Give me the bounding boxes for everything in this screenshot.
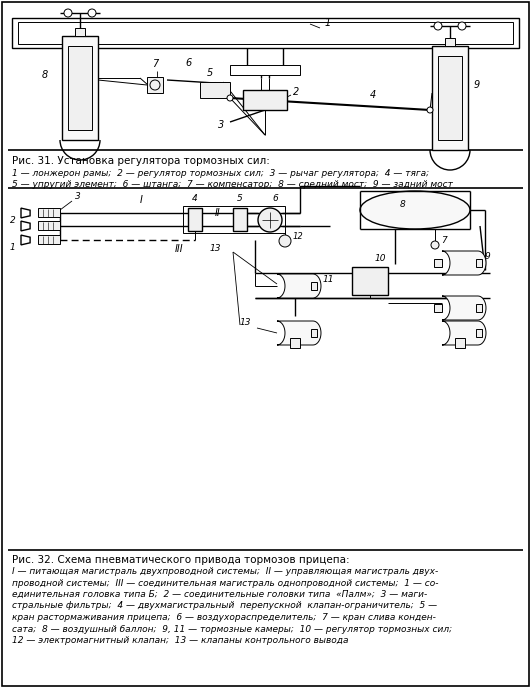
Text: 6: 6 (185, 58, 191, 68)
Bar (445, 38, 455, 46)
Text: 13: 13 (240, 318, 252, 327)
Bar (434, 304, 442, 312)
Bar (438, 56, 462, 140)
Text: 1: 1 (10, 243, 16, 252)
Bar (188, 208, 202, 231)
Text: 3: 3 (75, 192, 81, 201)
Text: 1 — лонжерон рамы;  2 — регулятор тормозных сил;  3 — рычаг регулятора;  4 — тяг: 1 — лонжерон рамы; 2 — регулятор тормозн… (12, 169, 429, 178)
Text: стральные фильтры;  4 — двухмагистральный  перепускной  клапан-ограничитель;  5 : стральные фильтры; 4 — двухмагистральный… (12, 601, 437, 610)
Bar (430, 150, 470, 170)
Bar (243, 90, 287, 110)
Circle shape (227, 95, 233, 101)
Text: III: III (175, 244, 184, 254)
Polygon shape (277, 274, 321, 298)
Bar (230, 65, 300, 75)
Bar (476, 304, 482, 312)
Circle shape (64, 9, 72, 17)
Text: 5: 5 (237, 194, 243, 203)
Text: 1: 1 (325, 18, 331, 28)
Polygon shape (442, 251, 486, 275)
Polygon shape (442, 296, 486, 320)
Circle shape (431, 241, 439, 249)
Bar (68, 46, 92, 130)
Text: II: II (215, 208, 221, 218)
Text: проводной системы;  III — соединительная магистраль однопроводной системы;  1 — : проводной системы; III — соединительная … (12, 579, 439, 588)
Bar (455, 338, 465, 348)
Bar (290, 338, 300, 348)
Polygon shape (21, 235, 30, 245)
Circle shape (279, 235, 291, 247)
Circle shape (150, 80, 160, 90)
Text: 9: 9 (485, 252, 491, 261)
Bar (476, 329, 482, 337)
Bar (62, 36, 98, 140)
Circle shape (458, 22, 466, 30)
Text: Рис. 31. Установка регулятора тормозных сил:: Рис. 31. Установка регулятора тормозных … (12, 156, 270, 166)
Text: 5: 5 (207, 68, 213, 78)
Text: 10: 10 (375, 254, 387, 263)
Bar (38, 235, 60, 244)
Text: I: I (140, 195, 143, 205)
Text: 6: 6 (272, 194, 278, 203)
Text: 11: 11 (323, 275, 335, 284)
Ellipse shape (360, 191, 470, 229)
Bar (352, 267, 388, 295)
Text: сата;  8 — воздушный баллон;  9, 11 — тормозные камеры;  10 — регулятор тормозны: сата; 8 — воздушный баллон; 9, 11 — торм… (12, 625, 452, 634)
Bar (434, 259, 442, 267)
Bar (75, 28, 85, 36)
Text: 8: 8 (400, 200, 406, 209)
Text: 9: 9 (474, 80, 480, 90)
Polygon shape (21, 208, 30, 218)
Text: кран растормаживания прицепа;  6 — воздухораспределитель;  7 — кран слива конден: кран растормаживания прицепа; 6 — воздух… (12, 613, 436, 622)
Text: 2: 2 (293, 87, 299, 97)
Bar (200, 82, 230, 98)
Text: 7: 7 (152, 59, 158, 69)
Text: I — питающая магистраль двухпроводной системы;  II — управляющая магистраль двух: I — питающая магистраль двухпроводной си… (12, 567, 438, 576)
Circle shape (434, 22, 442, 30)
Bar (476, 259, 482, 267)
Text: 4: 4 (192, 194, 198, 203)
Bar (311, 282, 317, 290)
Text: 8: 8 (42, 70, 48, 80)
Text: 4: 4 (370, 90, 376, 100)
Text: 3: 3 (218, 120, 224, 130)
Text: 12: 12 (293, 232, 304, 241)
Text: единительная головка типа Б;  2 — соединительные головки типа  «Палм»;  3 — маги: единительная головка типа Б; 2 — соедини… (12, 590, 427, 599)
Text: 12 — электромагнитный клапан;  13 — клапаны контрольного вывода: 12 — электромагнитный клапан; 13 — клапа… (12, 636, 348, 645)
Bar (60, 140, 100, 160)
Circle shape (258, 208, 282, 232)
Text: Рис. 32. Схема пневматического привода тормозов прицепа:: Рис. 32. Схема пневматического привода т… (12, 555, 349, 565)
Bar (38, 221, 60, 230)
Bar (233, 208, 247, 231)
Bar (38, 208, 60, 217)
Polygon shape (277, 321, 321, 345)
Text: 5 — упругий элемент;  6 — штанга;  7 — компенсатор;  8 — средний мост;  9 — задн: 5 — упругий элемент; 6 — штанга; 7 — ком… (12, 180, 453, 189)
Circle shape (88, 9, 96, 17)
Polygon shape (442, 321, 486, 345)
Text: 13: 13 (210, 244, 221, 253)
Text: 2: 2 (10, 216, 16, 225)
Polygon shape (21, 221, 30, 231)
Bar (147, 77, 163, 93)
Bar (311, 329, 317, 337)
Bar (183, 206, 285, 233)
Circle shape (427, 107, 433, 113)
Text: 7: 7 (441, 236, 447, 245)
Bar (18, 22, 513, 44)
Bar (12, 18, 519, 48)
Bar (432, 46, 468, 150)
